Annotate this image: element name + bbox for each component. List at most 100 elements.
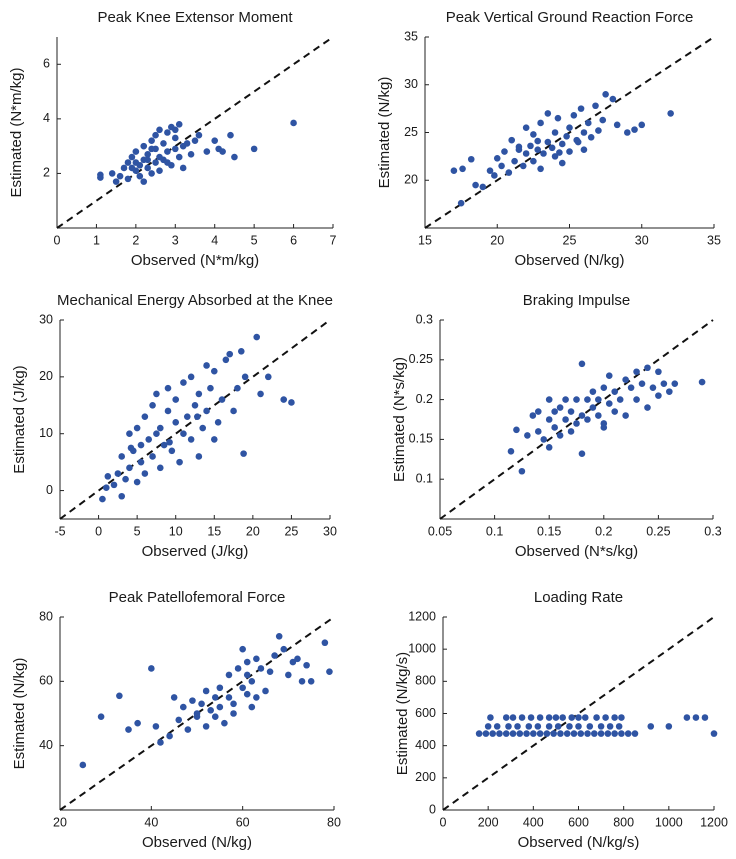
y-tick-label: 600 bbox=[415, 706, 436, 720]
data-point bbox=[280, 396, 288, 403]
data-point bbox=[584, 119, 592, 127]
data-point bbox=[145, 436, 153, 443]
data-point bbox=[509, 730, 517, 737]
data-point bbox=[195, 453, 203, 460]
data-point bbox=[164, 159, 171, 166]
data-point bbox=[509, 714, 517, 721]
data-point bbox=[203, 148, 211, 155]
data-point bbox=[616, 396, 624, 403]
data-point bbox=[567, 428, 575, 435]
y-axis-label: Estimated (N*m/kg) bbox=[8, 67, 25, 197]
data-point bbox=[701, 714, 709, 721]
data-point bbox=[157, 739, 164, 746]
data-point bbox=[554, 723, 562, 730]
data-point bbox=[518, 467, 526, 475]
data-point bbox=[586, 723, 594, 730]
data-point bbox=[595, 127, 602, 134]
y-tick-label: 20 bbox=[404, 173, 418, 187]
data-point bbox=[225, 671, 233, 679]
data-point bbox=[567, 408, 575, 415]
data-point bbox=[562, 416, 569, 423]
data-point bbox=[545, 396, 553, 403]
data-point bbox=[551, 153, 559, 160]
data-point bbox=[556, 404, 564, 411]
data-point bbox=[605, 400, 613, 407]
data-point bbox=[482, 730, 490, 737]
data-point bbox=[148, 665, 155, 672]
data-point bbox=[237, 347, 245, 355]
data-point bbox=[288, 399, 295, 406]
y-tick-label: 400 bbox=[415, 738, 436, 752]
x-tick-label: 20 bbox=[53, 815, 67, 829]
data-point bbox=[605, 372, 613, 380]
data-point bbox=[187, 151, 195, 158]
x-tick-label: 1 bbox=[93, 233, 100, 247]
x-tick-label: 0 bbox=[54, 233, 61, 247]
data-point bbox=[175, 716, 183, 724]
data-point bbox=[144, 164, 151, 172]
data-point bbox=[250, 145, 258, 153]
data-point bbox=[219, 148, 226, 155]
data-point bbox=[551, 424, 558, 431]
data-point bbox=[489, 730, 496, 737]
data-point bbox=[611, 714, 618, 721]
data-point bbox=[589, 404, 597, 411]
x-tick-label: -5 bbox=[54, 524, 65, 538]
y-tick-label: 30 bbox=[39, 312, 53, 326]
data-point bbox=[221, 719, 228, 727]
data-point bbox=[202, 687, 210, 695]
x-tick-label: 2 bbox=[132, 233, 139, 247]
data-point bbox=[164, 129, 171, 136]
data-point bbox=[118, 453, 126, 460]
data-point bbox=[133, 478, 141, 486]
x-tick-label: 0.05 bbox=[428, 524, 452, 538]
data-point bbox=[104, 473, 112, 480]
data-point bbox=[573, 420, 580, 427]
x-axis-label: Observed (N*s/kg) bbox=[515, 543, 638, 560]
y-tick-label: 10 bbox=[39, 426, 53, 440]
data-point bbox=[184, 726, 192, 733]
data-point bbox=[578, 450, 586, 458]
x-tick-label: 5 bbox=[251, 233, 258, 247]
data-point bbox=[156, 464, 164, 472]
data-point bbox=[507, 448, 515, 455]
y-tick-label: 4 bbox=[43, 111, 50, 125]
data-point bbox=[649, 384, 657, 391]
subplot: Peak Patellofemoral Force Observed (N/kg)… bbox=[11, 589, 341, 851]
data-point bbox=[240, 450, 247, 457]
data-point bbox=[225, 694, 233, 701]
data-point bbox=[563, 730, 571, 737]
subplot: Braking Impulse Observed (N*s/kg) Estimate… bbox=[391, 292, 722, 560]
data-point bbox=[231, 153, 238, 161]
data-point bbox=[595, 412, 602, 419]
data-point bbox=[189, 697, 196, 704]
data-point bbox=[511, 157, 518, 165]
data-point bbox=[666, 388, 673, 395]
data-point bbox=[187, 373, 195, 381]
x-tick-label: 15 bbox=[418, 233, 432, 247]
data-point bbox=[534, 408, 542, 415]
data-point bbox=[599, 116, 607, 124]
data-point bbox=[198, 700, 205, 708]
data-point bbox=[593, 714, 600, 721]
data-point bbox=[172, 419, 180, 426]
subplot-title: Peak Patellofemoral Force bbox=[109, 589, 286, 606]
data-point bbox=[234, 384, 241, 392]
data-point bbox=[114, 470, 122, 477]
data-point bbox=[577, 730, 585, 737]
data-point bbox=[502, 714, 510, 721]
data-point bbox=[584, 730, 591, 737]
data-point bbox=[558, 159, 566, 167]
data-point bbox=[280, 645, 288, 653]
x-tick-label: 0 bbox=[440, 815, 447, 829]
data-point bbox=[156, 167, 163, 174]
data-point bbox=[540, 150, 547, 157]
data-point bbox=[587, 133, 595, 141]
x-tick-label: 30 bbox=[323, 524, 337, 538]
data-point bbox=[122, 475, 129, 483]
y-tick-label: 25 bbox=[404, 125, 418, 139]
data-point bbox=[667, 110, 674, 117]
data-point bbox=[164, 384, 172, 392]
data-point bbox=[486, 167, 494, 174]
